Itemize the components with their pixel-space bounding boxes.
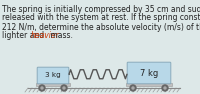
Circle shape: [63, 87, 65, 89]
FancyBboxPatch shape: [36, 83, 70, 86]
FancyBboxPatch shape: [37, 67, 69, 84]
Circle shape: [61, 85, 67, 91]
Text: mass.: mass.: [48, 31, 73, 41]
FancyBboxPatch shape: [126, 83, 172, 86]
Circle shape: [132, 87, 134, 89]
Text: 3 kg: 3 kg: [45, 72, 61, 78]
Text: The spring is initially compressed by 35 cm and suddenly: The spring is initially compressed by 35…: [2, 5, 200, 14]
Text: heavier: heavier: [30, 31, 59, 41]
Circle shape: [162, 85, 168, 91]
Circle shape: [39, 85, 45, 91]
Text: released with the system at rest. If the spring constant is: released with the system at rest. If the…: [2, 14, 200, 22]
Text: lighter and: lighter and: [2, 31, 46, 41]
FancyBboxPatch shape: [127, 62, 171, 84]
Circle shape: [130, 85, 136, 91]
Circle shape: [41, 87, 43, 89]
Text: 212 N/m, determine the absolute velocity (m/s) of the: 212 N/m, determine the absolute velocity…: [2, 22, 200, 31]
Circle shape: [164, 87, 166, 89]
Text: 7 kg: 7 kg: [140, 69, 158, 77]
